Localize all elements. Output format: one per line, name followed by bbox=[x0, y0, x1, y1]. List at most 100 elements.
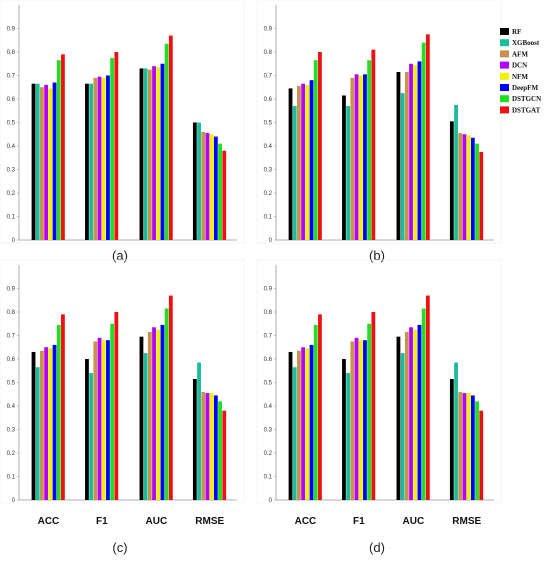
y-tick-label: 0.1 bbox=[264, 215, 273, 221]
x-category-label: ACC bbox=[38, 516, 60, 527]
y-tick-label: 0.3 bbox=[7, 428, 16, 434]
bar-xgboost-rmse bbox=[197, 362, 201, 500]
bar-dstgcn-rmse bbox=[218, 143, 222, 240]
bar-dcn-auc bbox=[152, 66, 156, 240]
y-tick-label: 0.9 bbox=[264, 27, 273, 33]
bar-deepfm-auc bbox=[160, 63, 165, 240]
bar-nfm-rmse bbox=[466, 393, 471, 500]
bar-afm-f1 bbox=[93, 341, 98, 501]
bar-afm-acc bbox=[297, 86, 301, 240]
panel-label: (a) bbox=[112, 248, 128, 263]
bar-dcn-f1 bbox=[354, 74, 359, 240]
bar-dcn-f1 bbox=[97, 76, 102, 241]
bar-afm-rmse bbox=[458, 391, 463, 500]
bar-deepfm-auc bbox=[160, 324, 165, 500]
bar-dstgat-auc bbox=[168, 35, 173, 240]
bar-dstgcn-auc bbox=[164, 43, 169, 240]
panel-frame bbox=[0, 259, 245, 504]
bar-rf-auc bbox=[396, 336, 401, 500]
y-tick-label: 0.8 bbox=[264, 50, 273, 56]
bar-rf-f1 bbox=[342, 95, 346, 240]
bar-xgboost-auc bbox=[400, 353, 405, 501]
bar-dcn-auc bbox=[152, 327, 156, 500]
bar-dstgat-acc bbox=[318, 52, 322, 240]
bar-dstgcn-rmse bbox=[218, 401, 222, 500]
bar-deepfm-f1 bbox=[363, 340, 367, 500]
y-tick-label: 0 bbox=[269, 238, 273, 244]
bar-dstgat-f1 bbox=[371, 49, 376, 241]
y-tick-label: 0.1 bbox=[7, 475, 16, 481]
bar-xgboost-acc bbox=[292, 367, 297, 500]
bar-xgboost-f1 bbox=[89, 373, 94, 500]
bar-deepfm-acc bbox=[52, 344, 57, 500]
bar-nfm-acc bbox=[305, 348, 310, 500]
bar-rf-acc bbox=[288, 88, 293, 240]
bar-dstgcn-f1 bbox=[110, 57, 115, 241]
y-tick-label: 0.9 bbox=[7, 27, 16, 33]
panel-frame bbox=[256, 259, 502, 504]
y-tick-label: 0.6 bbox=[264, 97, 273, 103]
legend-swatch-rf bbox=[500, 28, 509, 35]
x-category-label: F1 bbox=[96, 516, 108, 527]
bar-dstgcn-f1 bbox=[367, 60, 372, 240]
bar-afm-auc bbox=[147, 69, 152, 241]
x-category-label: ACC bbox=[295, 516, 317, 527]
bar-afm-acc bbox=[40, 350, 44, 500]
legend-label-dcn: DCN bbox=[512, 62, 527, 70]
bar-nfm-f1 bbox=[101, 340, 106, 500]
y-tick-label: 0 bbox=[12, 238, 16, 244]
bar-dcn-auc bbox=[409, 327, 413, 500]
bar-deepfm-auc bbox=[417, 324, 422, 500]
legend-label-deepfm: DeepFM bbox=[512, 84, 538, 92]
y-tick-label: 0.4 bbox=[7, 144, 16, 150]
bar-rf-f1 bbox=[342, 359, 346, 500]
y-tick-label: 0.8 bbox=[7, 310, 16, 316]
bar-rf-rmse bbox=[192, 122, 197, 240]
bar-dcn-acc bbox=[301, 347, 306, 500]
bar-nfm-auc bbox=[156, 67, 161, 240]
bar-afm-rmse bbox=[201, 131, 206, 240]
bar-nfm-acc bbox=[305, 84, 310, 241]
bar-dstgcn-acc bbox=[313, 324, 318, 500]
bar-dstgat-f1 bbox=[371, 312, 376, 500]
bar-dstgcn-acc bbox=[313, 60, 318, 240]
bar-xgboost-f1 bbox=[346, 106, 351, 240]
bar-rf-acc bbox=[31, 351, 36, 500]
y-tick-label: 0.7 bbox=[7, 74, 16, 80]
bar-rf-auc bbox=[139, 336, 144, 500]
bar-nfm-rmse bbox=[209, 393, 214, 500]
x-category-label: RMSE bbox=[195, 516, 224, 527]
y-tick-label: 0.8 bbox=[7, 50, 16, 56]
bar-xgboost-rmse bbox=[197, 122, 201, 240]
x-category-label: RMSE bbox=[452, 516, 481, 527]
y-tick-label: 0.7 bbox=[7, 334, 16, 340]
bar-dcn-f1 bbox=[354, 337, 359, 500]
bar-xgboost-acc bbox=[292, 106, 297, 240]
bar-dstgcn-auc bbox=[421, 308, 426, 500]
bar-dstgat-acc bbox=[61, 314, 65, 500]
bar-nfm-f1 bbox=[358, 75, 363, 240]
y-tick-label: 0.7 bbox=[264, 74, 273, 80]
bar-deepfm-f1 bbox=[106, 340, 110, 500]
bar-dstgat-auc bbox=[168, 295, 173, 500]
y-tick-label: 0.1 bbox=[7, 215, 16, 221]
y-tick-label: 0.5 bbox=[7, 381, 16, 387]
bar-dcn-acc bbox=[44, 84, 49, 241]
legend-label-afm: AFM bbox=[512, 50, 528, 58]
y-tick-label: 0.2 bbox=[7, 451, 16, 457]
legend-swatch-dstgat bbox=[500, 106, 509, 114]
bar-dstgat-acc bbox=[61, 54, 65, 240]
legend-swatch-afm bbox=[500, 50, 509, 58]
bar-rf-rmse bbox=[449, 378, 454, 500]
y-tick-label: 0.3 bbox=[7, 168, 16, 174]
bar-afm-auc bbox=[147, 331, 152, 500]
bar-xgboost-acc bbox=[35, 83, 40, 240]
legend-label-nfm: NFM bbox=[512, 73, 528, 81]
bar-dcn-rmse bbox=[462, 134, 467, 240]
panel-label: (d) bbox=[369, 540, 385, 555]
y-tick-label: 0 bbox=[12, 498, 16, 504]
bar-xgboost-acc bbox=[35, 367, 40, 500]
bar-deepfm-rmse bbox=[470, 395, 475, 500]
bar-nfm-rmse bbox=[466, 135, 471, 240]
